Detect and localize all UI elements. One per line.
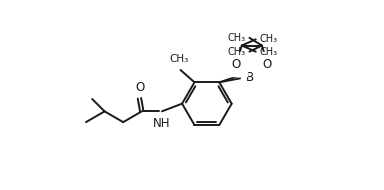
Text: O: O [232,58,241,71]
Text: O: O [263,58,272,71]
Text: CH₃: CH₃ [169,54,189,64]
Text: CH₃: CH₃ [259,34,277,44]
Text: CH₃: CH₃ [228,33,246,43]
Text: CH₃: CH₃ [259,47,277,57]
Text: O: O [136,81,145,94]
Text: CH₃: CH₃ [228,47,246,57]
Text: B: B [247,67,255,80]
Text: NH: NH [152,117,170,130]
Text: B: B [246,71,254,84]
